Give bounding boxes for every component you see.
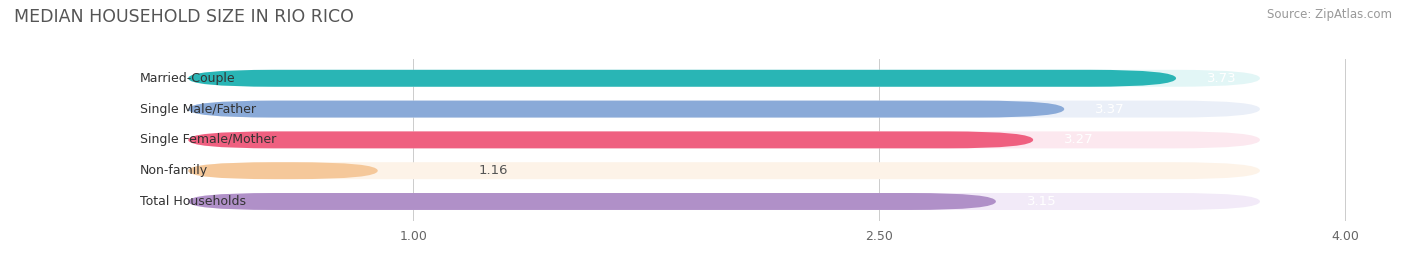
FancyBboxPatch shape [188, 70, 1260, 87]
FancyBboxPatch shape [188, 132, 1033, 148]
FancyBboxPatch shape [188, 193, 995, 210]
Text: Source: ZipAtlas.com: Source: ZipAtlas.com [1267, 8, 1392, 21]
FancyBboxPatch shape [188, 132, 1260, 148]
FancyBboxPatch shape [188, 101, 1260, 118]
FancyBboxPatch shape [188, 70, 1175, 87]
FancyBboxPatch shape [188, 162, 1260, 179]
Text: 3.27: 3.27 [1064, 133, 1094, 146]
Text: MEDIAN HOUSEHOLD SIZE IN RIO RICO: MEDIAN HOUSEHOLD SIZE IN RIO RICO [14, 8, 354, 26]
FancyBboxPatch shape [188, 193, 1260, 210]
Text: Total Households: Total Households [141, 195, 246, 208]
FancyBboxPatch shape [188, 101, 1064, 118]
Text: 3.73: 3.73 [1206, 72, 1237, 85]
Text: Married-Couple: Married-Couple [141, 72, 236, 85]
Text: Non-family: Non-family [141, 164, 208, 177]
Text: 1.16: 1.16 [478, 164, 508, 177]
Text: 3.15: 3.15 [1026, 195, 1056, 208]
Text: 3.37: 3.37 [1095, 102, 1125, 116]
Text: Single Female/Mother: Single Female/Mother [141, 133, 277, 146]
FancyBboxPatch shape [188, 162, 378, 179]
Text: Single Male/Father: Single Male/Father [141, 102, 256, 116]
